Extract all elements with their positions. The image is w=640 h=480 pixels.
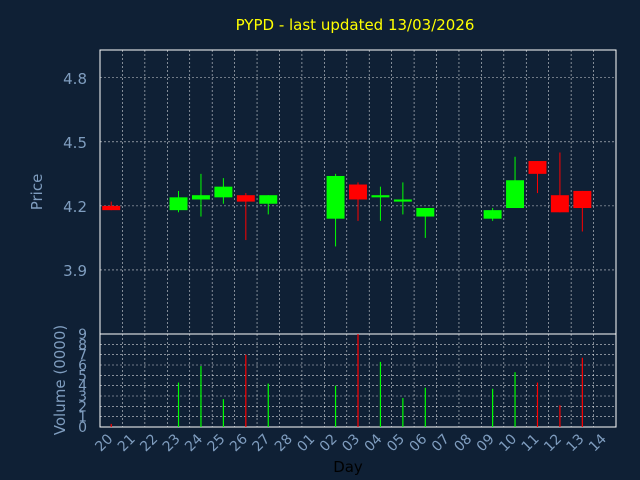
volume-bar — [559, 405, 561, 427]
x-tick-label: 25 — [205, 431, 229, 455]
x-tick-label: 08 — [451, 431, 475, 455]
price-tick-label: 4.5 — [63, 134, 87, 152]
volume-bar — [357, 334, 359, 427]
x-tick-label: 20 — [92, 431, 116, 455]
volume-axis-label: Volume (0000) — [51, 325, 69, 435]
price-tick-label: 4.2 — [63, 198, 87, 216]
volume-tick-label: 2 — [78, 399, 87, 415]
x-tick-label: 10 — [496, 431, 520, 455]
price-tick-label: 3.9 — [63, 262, 87, 280]
volume-bar — [267, 383, 269, 427]
volume-bar — [536, 382, 539, 427]
volume-tick-label: 5 — [78, 368, 87, 384]
candle-body — [214, 186, 233, 198]
x-tick-label: 14 — [586, 431, 610, 455]
price-tick-label: 4.8 — [63, 70, 87, 88]
volume-bar — [514, 372, 516, 427]
x-tick-label: 28 — [272, 431, 296, 455]
volume-bar — [379, 361, 382, 427]
x-axis-ticks: 2021222324252627280102030405060708091011… — [92, 431, 610, 455]
candle-body — [326, 175, 345, 219]
candle-body — [169, 197, 188, 211]
x-tick-label: 03 — [339, 431, 363, 455]
volume-tick-label: 8 — [78, 337, 87, 353]
price-y-ticks: 3.9 4.2 4.5 4.8 — [63, 70, 87, 280]
x-tick-label: 07 — [429, 431, 453, 455]
volume-bar — [200, 366, 202, 427]
candle-body — [528, 161, 547, 174]
volume-bars — [110, 334, 583, 427]
candle-body — [371, 195, 390, 198]
x-tick-label: 06 — [407, 431, 431, 455]
volume-tick-label: 4 — [78, 379, 87, 395]
volume-tick-label: 6 — [78, 358, 87, 374]
candle-body — [550, 195, 569, 213]
x-tick-label: 21 — [115, 431, 139, 455]
volume-tick-label: 0 — [78, 420, 87, 436]
volume-tick-label: 1 — [78, 410, 87, 426]
x-tick-label: 05 — [384, 431, 408, 455]
volume-bar — [245, 354, 247, 427]
volume-bar — [581, 357, 583, 427]
x-tick-label: 12 — [541, 431, 565, 455]
candle-body — [416, 208, 435, 217]
x-tick-label: 11 — [519, 431, 543, 455]
volume-bar — [492, 388, 494, 427]
chart-title: PYPD - last updated 13/03/2026 — [236, 16, 475, 34]
candles — [102, 152, 592, 247]
x-axis-label: Day — [333, 458, 363, 476]
candle-body — [259, 195, 278, 204]
x-tick-label: 22 — [137, 431, 161, 455]
price-axis-label: Price — [28, 174, 46, 211]
volume-bar — [110, 423, 112, 427]
volume-bar — [177, 382, 180, 427]
x-tick-label: 26 — [227, 431, 251, 455]
volume-tick-label: 3 — [78, 389, 87, 405]
candle-body — [483, 210, 502, 219]
volume-bar — [334, 385, 337, 427]
x-tick-label: 09 — [474, 431, 498, 455]
x-tick-label: 23 — [160, 431, 184, 455]
volume-tick-label: 7 — [78, 348, 87, 364]
x-tick-label: 27 — [249, 431, 273, 455]
candle-body — [349, 184, 367, 200]
x-tick-label: 01 — [294, 431, 318, 455]
candle-body — [191, 195, 210, 200]
x-tick-label: 02 — [317, 431, 341, 455]
candle-body — [573, 190, 592, 209]
x-tick-label: 04 — [362, 431, 386, 455]
volume-bar — [424, 387, 426, 427]
x-tick-label: 24 — [182, 431, 206, 455]
candle-body — [393, 199, 412, 202]
price-panel: 3.9 4.2 4.5 4.8 Price — [28, 49, 617, 335]
volume-bar — [222, 399, 224, 427]
candle-body — [236, 195, 255, 202]
volume-tick-label: 9 — [78, 327, 87, 343]
volume-bar — [402, 398, 404, 427]
x-tick-label: 13 — [564, 431, 588, 455]
candle-body — [102, 205, 121, 211]
candle-body — [506, 180, 525, 209]
